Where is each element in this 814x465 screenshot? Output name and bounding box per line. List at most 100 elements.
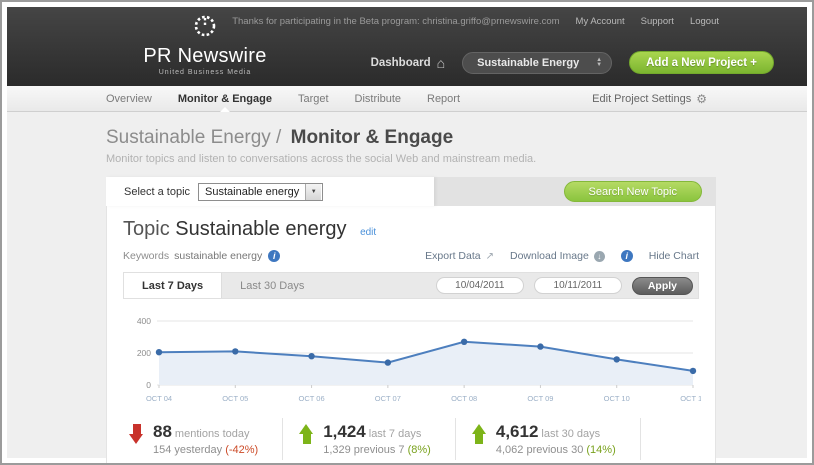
edit-topic-link[interactable]: edit bbox=[360, 227, 377, 238]
project-selector-dropdown[interactable]: Sustainable Energy ▲ ▼ bbox=[462, 51, 613, 74]
svg-text:OCT 06: OCT 06 bbox=[299, 394, 325, 403]
support-link[interactable]: Support bbox=[640, 16, 674, 27]
gear-icon: ⚙ bbox=[696, 91, 707, 106]
export-data-link[interactable]: Export Data ↗ bbox=[425, 250, 494, 262]
stat-mentions-today: 88 mentions today 154 yesterday (-42%) bbox=[123, 418, 284, 460]
export-data-label: Export Data bbox=[425, 250, 481, 262]
stat-value: 4,612 bbox=[495, 422, 539, 441]
download-image-link[interactable]: Download Image ↓ bbox=[510, 250, 605, 262]
date-from-input[interactable] bbox=[435, 277, 524, 294]
date-to-input[interactable] bbox=[533, 277, 622, 294]
keywords-row: Keywords sustainable energy i Export Dat… bbox=[123, 250, 699, 262]
keywords-label: Keywords bbox=[123, 250, 170, 262]
dashboard-label: Dashboard bbox=[370, 56, 431, 69]
arrow-up-icon bbox=[471, 424, 487, 445]
arrow-down-icon bbox=[129, 424, 144, 445]
content-area: Sustainable Energy / Monitor & Engage Mo… bbox=[7, 112, 807, 463]
chart-actions: Export Data ↗ Download Image ↓ i Hide Ch… bbox=[425, 250, 699, 262]
mentions-chart: 0 200 400 OCT 04 OCT 05 OCT 06 OCT 07 OCT 08 OCT… bbox=[137, 316, 706, 403]
stat-change: (8%) bbox=[407, 444, 431, 456]
svg-text:OCT 04: OCT 04 bbox=[146, 394, 172, 403]
select-arrow-icon: ▼ bbox=[305, 183, 322, 200]
topic-heading-prefix: Topic bbox=[123, 218, 170, 240]
section-nav: Overview Monitor & Engage Target Distrib… bbox=[7, 86, 807, 112]
logo-tagline: United Business Media bbox=[158, 69, 252, 76]
topic-selector-strip: Select a topic Sustainable energy ▼ Sear… bbox=[106, 177, 716, 206]
app-window: Thanks for participating in the Beta pro… bbox=[7, 7, 807, 463]
stat-label: mentions today bbox=[174, 428, 250, 440]
stat-change: (14%) bbox=[586, 444, 616, 456]
stat-value: 1,424 bbox=[323, 422, 366, 441]
stat-prev-label: yesterday bbox=[174, 444, 223, 456]
page-title-section: Monitor & Engage bbox=[290, 127, 454, 148]
stat-label: last 7 days bbox=[368, 428, 422, 440]
topic-heading-name: Sustainable energy bbox=[175, 218, 347, 240]
page-title-project: Sustainable Energy / bbox=[106, 127, 282, 148]
svg-text:OCT 10: OCT 10 bbox=[604, 394, 630, 403]
page-title: Sustainable Energy / Monitor & Engage bbox=[106, 112, 807, 149]
logo-name: PR Newswire bbox=[143, 45, 267, 67]
chart-container: 0 200 400 OCT 04 OCT 05 OCT 06 OCT 07 OCT 08 OCT… bbox=[123, 311, 706, 414]
beta-message: Thanks for participating in the Beta pro… bbox=[232, 16, 560, 27]
tab-last-7-days[interactable]: Last 7 Days bbox=[124, 273, 223, 298]
page-subtitle: Monitor topics and listen to conversatio… bbox=[106, 153, 537, 165]
topic-card: Topic Sustainable energy edit Keywords s… bbox=[106, 206, 716, 463]
project-selector-value: Sustainable Energy bbox=[477, 56, 580, 69]
nav-item-report[interactable]: Report bbox=[427, 92, 461, 105]
svg-text:OCT 09: OCT 09 bbox=[527, 394, 553, 403]
topic-heading: Topic Sustainable energy edit bbox=[123, 218, 699, 241]
download-icon: ↓ bbox=[593, 250, 605, 262]
download-image-label: Download Image bbox=[510, 250, 589, 262]
beta-bar: Thanks for participating in the Beta pro… bbox=[232, 16, 719, 27]
stat-last-30-days: 4,612 last 30 days 4,062 previous 30 (14%… bbox=[456, 418, 641, 460]
logout-link[interactable]: Logout bbox=[689, 16, 719, 27]
prnewswire-logo: PR Newswire United Business Media bbox=[125, 13, 285, 76]
stat-value: 88 bbox=[153, 422, 172, 441]
svg-text:OCT 07: OCT 07 bbox=[375, 394, 401, 403]
topic-select[interactable]: Sustainable energy ▼ bbox=[198, 182, 324, 201]
tab-last-30-days[interactable]: Last 30 Days bbox=[240, 279, 305, 292]
nav-item-distribute[interactable]: Distribute bbox=[354, 92, 401, 105]
arrow-up-icon bbox=[299, 424, 314, 445]
svg-text:200: 200 bbox=[137, 348, 151, 358]
header-actions: Dashboard ⌂ Sustainable Energy ▲ ▼ Add a … bbox=[371, 51, 774, 74]
svg-text:OCT 11: OCT 11 bbox=[680, 394, 701, 403]
svg-text:0: 0 bbox=[146, 380, 151, 390]
stat-prev-label: previous 30 bbox=[526, 444, 584, 456]
svg-text:400: 400 bbox=[137, 316, 151, 326]
stat-label: last 30 days bbox=[541, 428, 601, 440]
add-new-project-button[interactable]: Add a New Project + bbox=[629, 51, 774, 74]
nav-item-monitor-engage[interactable]: Monitor & Engage bbox=[178, 87, 272, 112]
keywords-value: sustainable energy bbox=[174, 250, 263, 262]
topic-select-value: Sustainable energy bbox=[205, 185, 300, 198]
stat-last-7-days: 1,424 last 7 days 1,329 previous 7 (8%) bbox=[283, 418, 456, 460]
topic-select-tab: Select a topic Sustainable energy ▼ bbox=[106, 177, 434, 206]
stat-prev-label: previous 7 bbox=[353, 444, 405, 456]
search-new-topic-button[interactable]: Search New Topic bbox=[563, 181, 702, 202]
stat-prev: 1,329 bbox=[323, 444, 351, 456]
dashboard-link[interactable]: Dashboard ⌂ bbox=[370, 54, 446, 71]
stat-prev: 4,062 bbox=[495, 444, 524, 456]
chart-info-icon[interactable]: i bbox=[620, 250, 633, 262]
nav-item-overview[interactable]: Overview bbox=[106, 92, 152, 105]
header: Thanks for participating in the Beta pro… bbox=[7, 7, 807, 86]
edit-project-settings-label: Edit Project Settings bbox=[592, 92, 692, 105]
svg-text:OCT 05: OCT 05 bbox=[222, 394, 248, 403]
hide-chart-link[interactable]: Hide Chart bbox=[648, 250, 699, 262]
svg-text:OCT 08: OCT 08 bbox=[451, 394, 477, 403]
stat-prev: 154 bbox=[153, 444, 172, 456]
topic-select-label: Select a topic bbox=[124, 185, 191, 198]
stats-row: 88 mentions today 154 yesterday (-42%) 1,… bbox=[123, 418, 699, 460]
stat-change: (-42%) bbox=[225, 444, 259, 456]
keywords-info-icon[interactable]: i bbox=[268, 250, 281, 262]
chevron-updown-icon: ▲ ▼ bbox=[596, 56, 603, 68]
date-range-bar: Last 7 Days Last 30 Days Apply bbox=[123, 272, 699, 299]
my-account-link[interactable]: My Account bbox=[575, 16, 625, 27]
home-icon: ⌂ bbox=[436, 54, 446, 71]
custom-range-controls: Apply bbox=[435, 276, 698, 295]
logo-emblem-icon bbox=[194, 15, 216, 37]
apply-button[interactable]: Apply bbox=[631, 276, 693, 295]
edit-project-settings-link[interactable]: Edit Project Settings ⚙ bbox=[592, 92, 707, 106]
nav-item-target[interactable]: Target bbox=[297, 92, 329, 105]
